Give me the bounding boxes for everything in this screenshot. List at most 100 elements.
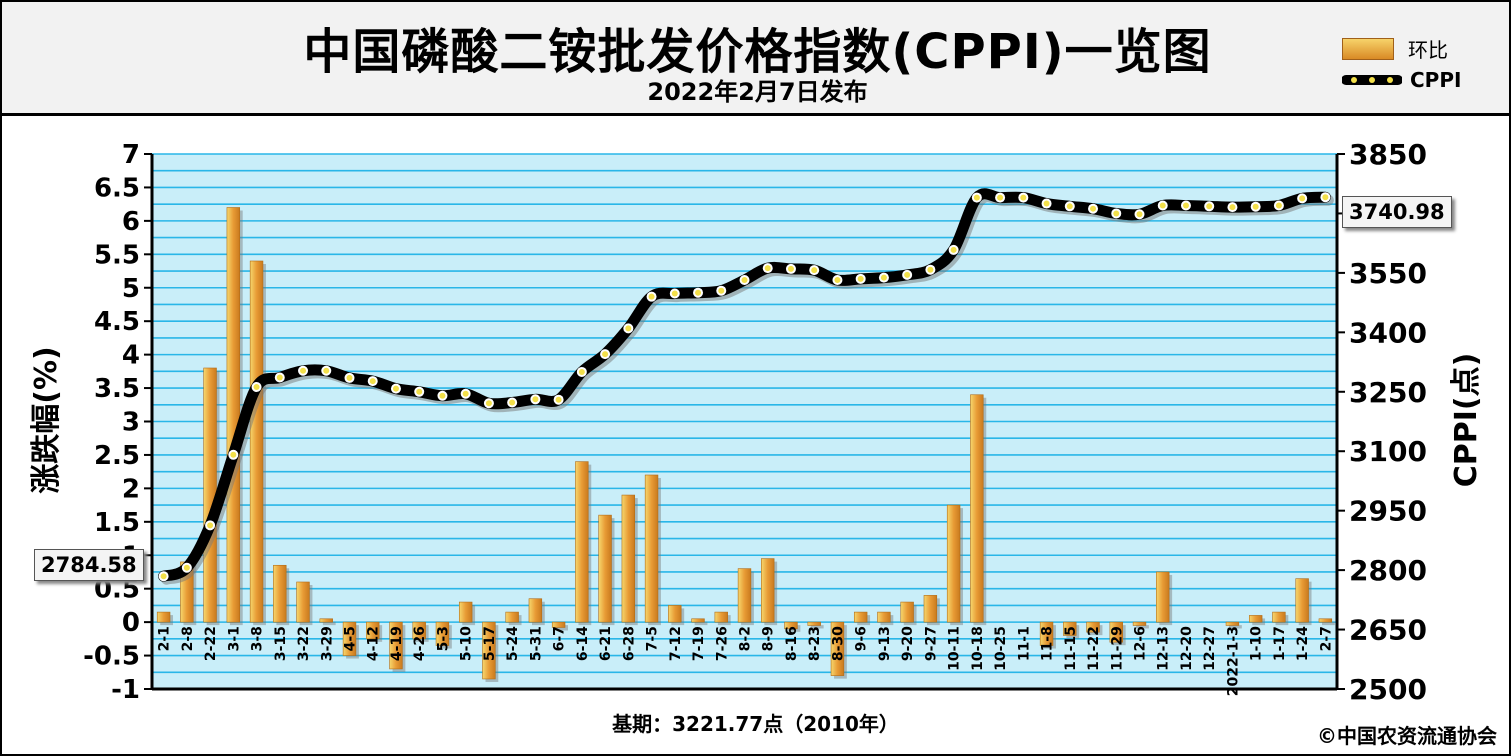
line-marker <box>253 384 260 391</box>
bar-shadow <box>1229 625 1242 629</box>
bar <box>1109 621 1123 643</box>
right-tick-label: 2950 <box>1349 495 1427 528</box>
x-tick-label: 9-13 <box>877 626 893 661</box>
bar <box>853 611 868 623</box>
x-tick-label: 8-2 <box>738 626 754 651</box>
bar-shadow <box>810 625 824 629</box>
x-tick-label: 5-31 <box>528 626 544 661</box>
x-tick-label: 6-21 <box>598 626 614 661</box>
line-marker <box>834 277 841 284</box>
legend-line-label: CPPI <box>1410 68 1462 92</box>
bar <box>412 621 426 640</box>
x-tick-label: 10-25 <box>993 626 1009 671</box>
right-tick-label: 3550 <box>1349 257 1427 290</box>
x-tick-label: 7-5 <box>645 626 661 651</box>
x-tick-label: 2-8 <box>180 626 196 651</box>
bar <box>830 621 845 676</box>
line-marker <box>509 399 516 406</box>
left-tick-label: 5.5 <box>94 240 140 270</box>
bar <box>435 621 450 646</box>
x-tick-label: 3-22 <box>296 626 312 661</box>
x-tick-label: 5-24 <box>505 626 521 661</box>
x-tick-label: 9-27 <box>923 626 939 661</box>
chart-header: 中国磷酸二铵批发价格指数(CPPI)一览图 2022年2月7日发布 环比 CPP… <box>0 0 1511 116</box>
x-tick-label: 9-20 <box>900 626 916 661</box>
x-tick-label: 2-1 <box>157 626 173 651</box>
line-marker <box>323 367 330 374</box>
line-marker <box>578 368 585 375</box>
line-marker <box>369 378 376 385</box>
line-marker <box>997 194 1004 201</box>
line-marker <box>811 267 818 274</box>
line-marker <box>787 265 794 272</box>
x-tick-label: 3-15 <box>273 626 289 661</box>
bar <box>156 611 171 623</box>
bar <box>784 621 798 630</box>
x-tick-label: 8-9 <box>761 626 777 651</box>
line-marker <box>1206 203 1213 210</box>
line-marker <box>1252 203 1259 210</box>
x-tick-label: 7-26 <box>714 626 730 661</box>
x-tick-label: 1-17 <box>1272 626 1288 661</box>
x-tick-label: 2-22 <box>203 626 219 661</box>
x-tick-label: 5-3 <box>435 626 451 651</box>
line-marker <box>671 290 678 297</box>
bar <box>970 394 984 623</box>
bar <box>1318 618 1333 623</box>
line-marker <box>1159 202 1166 209</box>
line-marker <box>392 385 399 392</box>
x-tick-label: 10-18 <box>970 626 986 671</box>
bar <box>249 260 264 623</box>
right-tick-label: 2650 <box>1349 614 1427 647</box>
x-axis-tick-labels: 2-1 2-8 2-22 3-1 3-8 3-15 3-22 3-29 4-5 4-12 4-19 4… <box>157 626 1335 696</box>
right-tick-label: 3400 <box>1349 316 1427 349</box>
x-tick-label: 7-12 <box>668 626 684 661</box>
bar-shadow <box>322 621 336 626</box>
x-tick-label: 6-28 <box>621 626 637 661</box>
x-tick-label: 4-12 <box>366 626 382 661</box>
bar <box>691 618 705 623</box>
line-marker <box>1275 202 1282 209</box>
line-marker <box>416 388 423 395</box>
bar-shadow <box>1321 621 1335 626</box>
bar <box>342 621 357 656</box>
right-tick-label: 3250 <box>1349 376 1427 409</box>
x-tick-label: 6-14 <box>575 626 591 661</box>
left-tick-label: 3 <box>122 408 140 438</box>
bar <box>296 581 310 623</box>
legend-line-swatch <box>1342 75 1402 85</box>
x-tick-label: 9-6 <box>854 626 870 651</box>
line-marker <box>532 396 539 403</box>
x-tick-label: 10-11 <box>947 626 963 671</box>
line-marker <box>346 374 353 381</box>
bar-shadow <box>555 625 569 631</box>
line-marker <box>1136 211 1143 218</box>
bar <box>1063 621 1077 636</box>
x-tick-label: 12-6 <box>1133 626 1149 661</box>
line-marker <box>183 564 190 571</box>
left-tick-label: 1.5 <box>94 508 140 538</box>
bar-series <box>156 207 1335 682</box>
line-marker <box>1043 200 1050 207</box>
line-marker <box>1090 205 1097 212</box>
x-tick-label: 1-10 <box>1249 626 1265 661</box>
bar <box>900 601 914 623</box>
line-marker <box>648 293 655 300</box>
bar <box>737 568 752 623</box>
bar <box>226 207 241 623</box>
line-marker <box>300 367 307 374</box>
x-tick-label: 3-8 <box>250 626 266 651</box>
left-tick-label: 5 <box>122 274 140 304</box>
x-tick-label: 8-30 <box>830 626 846 661</box>
line-marker <box>718 287 725 294</box>
left-tick-label: 3.5 <box>94 374 140 404</box>
line-marker <box>695 289 702 296</box>
bar <box>1295 578 1309 623</box>
right-axis-tick-labels: 3850370035503400325031002950280026502500 <box>1337 138 1427 706</box>
left-tick-label: 0 <box>122 608 140 638</box>
line-marker <box>764 265 771 272</box>
x-tick-label: 12-20 <box>1179 626 1195 671</box>
base-period-note: 基期：3221.77点（2010年） <box>612 712 899 736</box>
bar <box>598 514 612 623</box>
